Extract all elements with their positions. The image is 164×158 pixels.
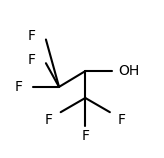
Text: F: F xyxy=(28,29,36,43)
Text: F: F xyxy=(15,80,23,94)
Text: F: F xyxy=(44,113,52,127)
Text: OH: OH xyxy=(118,64,139,78)
Text: F: F xyxy=(28,53,36,67)
Text: F: F xyxy=(81,129,89,143)
Text: F: F xyxy=(118,113,126,127)
